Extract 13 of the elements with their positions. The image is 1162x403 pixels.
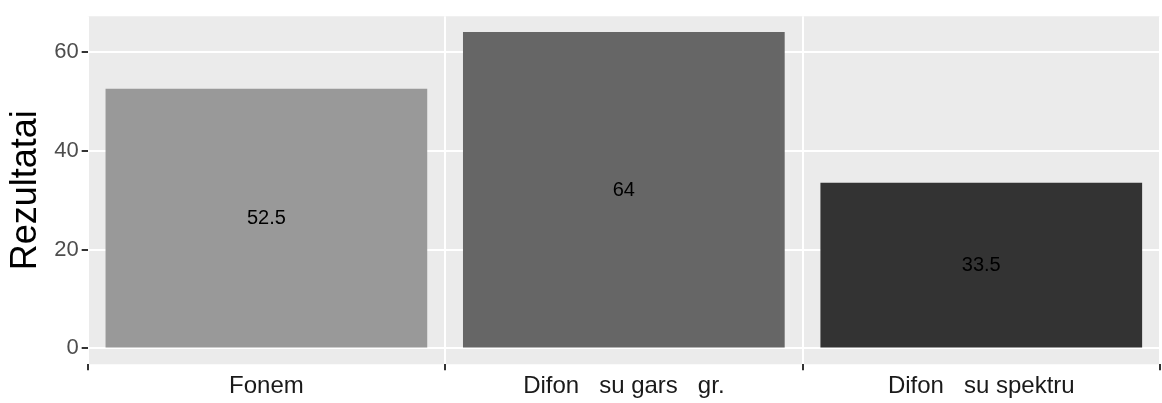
y-tick-label: 60 (54, 37, 79, 63)
x-tick-label: Difon su gars gr. (523, 371, 725, 399)
y-axis-title: Rezultatai (2, 110, 44, 271)
bar (462, 32, 785, 348)
x-tick-label: Fonem (229, 371, 304, 399)
y-tick-label: 40 (54, 136, 79, 162)
y-tick-label: 0 (66, 334, 79, 360)
bar (820, 182, 1143, 348)
data-label: 64 (612, 177, 635, 200)
x-tick-label: Difon su spektru (887, 371, 1075, 399)
y-tick-label: 20 (54, 235, 79, 261)
data-label: 52.5 (246, 206, 286, 229)
bar (105, 88, 428, 348)
